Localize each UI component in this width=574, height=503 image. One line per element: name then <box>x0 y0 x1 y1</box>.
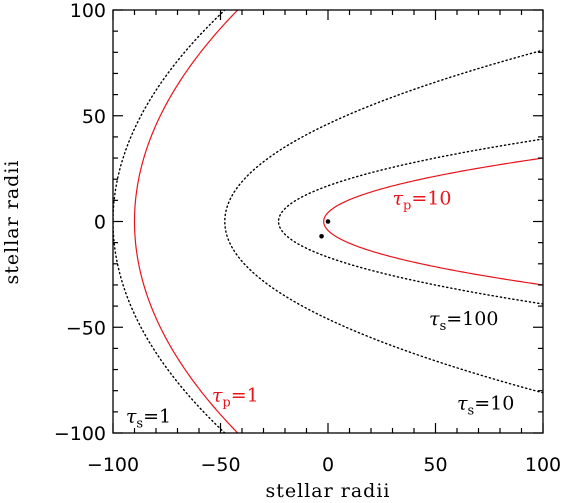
data-point-2 <box>319 234 324 239</box>
y-tick-label: 50 <box>82 106 106 128</box>
axis-ticks <box>112 9 544 434</box>
curve-label: τp=1 <box>212 384 259 410</box>
curve-label: τs=100 <box>429 308 498 334</box>
series-line-1 <box>113 10 226 433</box>
series-line-5 <box>323 157 543 286</box>
y-tick-labels: −100 −50 0 50 100 <box>54 0 106 445</box>
x-tick-label: 50 <box>423 454 447 476</box>
plot-points <box>319 219 331 239</box>
y-axis-title: stellar radii <box>1 160 23 285</box>
x-tick-label: 100 <box>525 454 561 476</box>
y-tick-label: −100 <box>54 423 106 445</box>
y-tick-label: 0 <box>94 212 106 234</box>
plot-curves <box>113 10 543 433</box>
x-tick-label: 0 <box>322 454 334 476</box>
y-tick-label: 100 <box>70 0 106 22</box>
curve-annotations: τp=10 τs=100 τs=10 τp=1 τs=1 <box>126 188 514 432</box>
curve-label: τs=1 <box>126 405 171 431</box>
x-axis-title: stellar radii <box>266 480 391 502</box>
curve-label: τp=10 <box>393 188 452 214</box>
series-line-2 <box>133 10 239 433</box>
data-point-1 <box>325 219 331 224</box>
curve-label: τs=10 <box>457 393 514 419</box>
x-tick-label: −50 <box>200 454 240 476</box>
y-tick-label: −50 <box>66 317 106 339</box>
x-tick-labels: −100 −50 0 50 100 <box>87 454 561 476</box>
series-line-3 <box>224 49 543 394</box>
x-tick-label: −100 <box>87 454 139 476</box>
